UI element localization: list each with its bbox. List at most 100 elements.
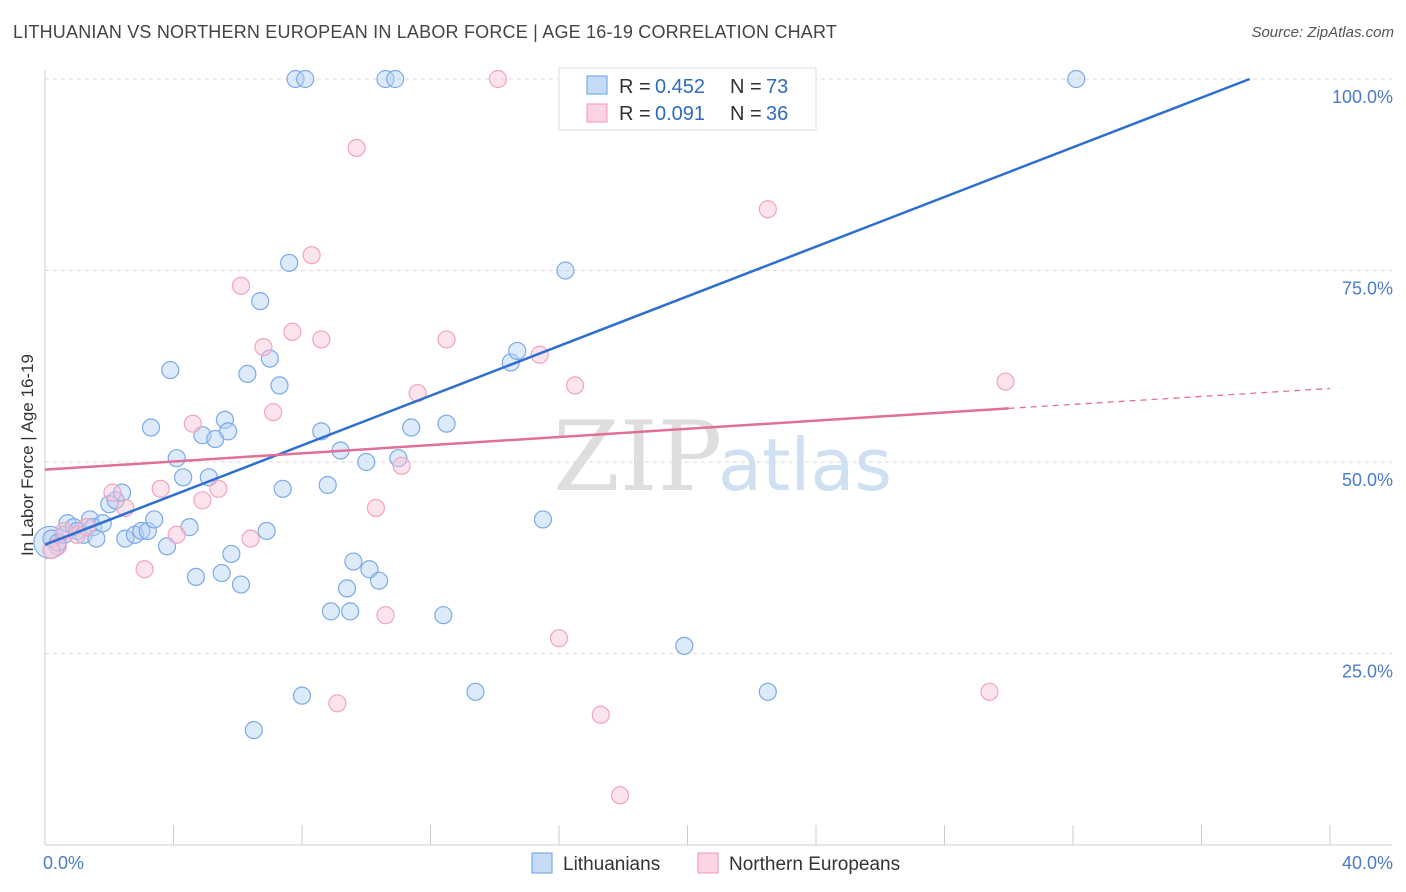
point-1-9[interactable]	[183, 414, 202, 433]
point-0-64[interactable]	[533, 510, 553, 529]
point-0-71[interactable]	[1067, 69, 1086, 89]
point-0-63[interactable]	[508, 341, 527, 361]
point-1-17[interactable]	[302, 246, 321, 265]
y-axis-label: In Labor Force | Age 16-19	[18, 354, 37, 556]
point-1-20[interactable]	[347, 138, 366, 158]
point-0-41[interactable]	[280, 253, 299, 272]
legend-swatch-lithuanians	[586, 75, 608, 95]
point-0-36[interactable]	[251, 292, 270, 311]
point-0-50[interactable]	[341, 602, 360, 621]
point-1-7[interactable]	[151, 479, 170, 498]
point-1-10[interactable]	[193, 491, 212, 510]
point-0-21[interactable]	[161, 360, 180, 380]
point-1-26[interactable]	[488, 69, 508, 89]
point-0-56[interactable]	[386, 69, 405, 89]
point-1-30[interactable]	[591, 705, 610, 724]
point-1-33[interactable]	[980, 682, 999, 701]
legend-r-value-1: 0.452	[655, 76, 705, 98]
point-0-49[interactable]	[337, 579, 357, 598]
bottom-legend: Lithuanians Northern Europeans	[531, 852, 900, 875]
point-0-38[interactable]	[260, 349, 279, 368]
point-0-60[interactable]	[437, 414, 456, 433]
point-0-30[interactable]	[215, 410, 234, 429]
point-0-47[interactable]	[321, 602, 341, 621]
point-1-13[interactable]	[241, 529, 260, 548]
point-0-59[interactable]	[434, 606, 453, 625]
legend: R = 0.452 N = 73 R = 0.091 N = 36	[558, 67, 817, 131]
bottom-legend-swatch-lithuanians[interactable]	[531, 852, 553, 874]
point-1-18[interactable]	[312, 330, 331, 349]
point-0-61[interactable]	[466, 682, 485, 701]
point-1-14[interactable]	[254, 338, 273, 357]
chart-source: Source: ZipAtlas.com	[1251, 24, 1394, 41]
point-0-37[interactable]	[257, 521, 276, 541]
watermark-zip: ZIP	[553, 401, 722, 513]
y-tick-label-3: 100.0%	[1332, 87, 1393, 107]
point-0-32[interactable]	[222, 544, 241, 564]
point-0-39[interactable]	[270, 376, 289, 395]
point-0-16[interactable]	[132, 521, 151, 541]
point-1-34[interactable]	[996, 372, 1015, 391]
legend-n-label-2: N =	[730, 103, 762, 125]
bottom-legend-label-lithuanians[interactable]: Lithuanians	[563, 854, 660, 875]
trend-line-1-extension	[1008, 387, 1331, 410]
point-1-22[interactable]	[376, 606, 395, 625]
point-0-46[interactable]	[318, 475, 337, 495]
point-1-11[interactable]	[209, 479, 228, 498]
point-1-29[interactable]	[565, 376, 585, 395]
point-1-16[interactable]	[283, 322, 302, 341]
point-1-19[interactable]	[328, 694, 347, 713]
bottom-legend-swatch-northern-europeans[interactable]	[697, 852, 719, 874]
point-0-58[interactable]	[402, 418, 421, 437]
point-1-8[interactable]	[167, 525, 186, 544]
watermark-atlas: atlas	[718, 423, 892, 507]
point-0-13[interactable]	[112, 483, 132, 502]
point-1-31[interactable]	[610, 786, 630, 805]
point-0-52[interactable]	[357, 452, 376, 472]
point-0-29[interactable]	[212, 563, 231, 583]
point-1-6[interactable]	[135, 560, 154, 579]
y-tick-labels: 25.0% 50.0% 75.0% 100.0%	[1332, 87, 1393, 682]
axes	[44, 70, 1392, 846]
y-tick-label-0: 25.0%	[1342, 662, 1393, 682]
point-0-44[interactable]	[292, 686, 312, 705]
legend-r-value-2: 0.091	[655, 103, 705, 125]
point-1-4[interactable]	[103, 483, 122, 502]
point-0-22[interactable]	[167, 449, 186, 468]
point-0-69[interactable]	[758, 682, 777, 701]
point-0-23[interactable]	[174, 468, 193, 487]
watermark: ZIP atlas	[553, 401, 892, 513]
point-0-43[interactable]	[296, 69, 315, 89]
legend-n-label-1: N =	[730, 76, 762, 98]
bottom-legend-label-northern-europeans[interactable]: Northern Europeans	[729, 854, 900, 875]
legend-n-value-1: 73	[766, 76, 788, 98]
point-0-18[interactable]	[145, 510, 164, 529]
point-0-14[interactable]	[116, 529, 135, 548]
point-0-42[interactable]	[286, 69, 305, 89]
point-0-65[interactable]	[556, 261, 575, 280]
point-0-35[interactable]	[244, 720, 263, 740]
x-tick-label-max: 40.0%	[1342, 853, 1393, 873]
trend-line-1	[44, 407, 1009, 471]
point-1-32[interactable]	[758, 200, 777, 219]
point-0-20[interactable]	[141, 418, 161, 437]
point-0-40[interactable]	[273, 479, 292, 498]
point-0-25[interactable]	[186, 567, 206, 587]
point-1-15[interactable]	[263, 403, 283, 422]
point-0-34[interactable]	[238, 364, 257, 384]
point-1-25[interactable]	[437, 330, 456, 349]
x-tick-label-min: 0.0%	[43, 853, 84, 873]
point-1-12[interactable]	[231, 276, 251, 295]
point-0-55[interactable]	[376, 69, 395, 89]
point-0-17[interactable]	[138, 521, 157, 541]
point-1-21[interactable]	[366, 498, 385, 518]
point-0-68[interactable]	[675, 636, 694, 655]
point-0-51[interactable]	[344, 552, 363, 571]
point-0-54[interactable]	[370, 571, 389, 590]
trend-line-0	[44, 77, 1251, 546]
point-0-33[interactable]	[231, 575, 251, 594]
point-1-23[interactable]	[392, 456, 411, 475]
point-0-31[interactable]	[219, 422, 238, 441]
point-1-28[interactable]	[549, 629, 569, 648]
